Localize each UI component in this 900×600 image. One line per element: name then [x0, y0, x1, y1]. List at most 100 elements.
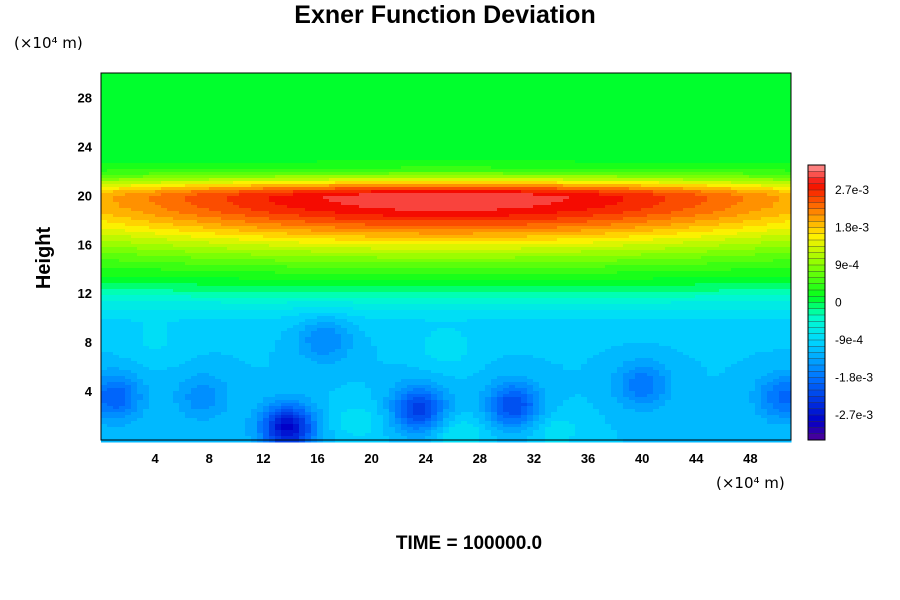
- field-cell: [461, 133, 468, 137]
- field-cell: [149, 175, 156, 179]
- field-cell: [239, 130, 246, 134]
- field-cell: [641, 175, 648, 179]
- field-cell: [107, 193, 114, 197]
- field-cell: [323, 160, 330, 164]
- field-cell: [239, 202, 246, 206]
- field-cell: [317, 76, 324, 80]
- field-cell: [497, 103, 504, 107]
- field-cell: [587, 190, 594, 194]
- field-cell: [593, 169, 600, 173]
- field-cell: [659, 130, 666, 134]
- field-cell: [647, 91, 654, 95]
- field-cell: [233, 202, 240, 206]
- field-cell: [323, 154, 330, 158]
- field-cell: [203, 154, 210, 158]
- field-cell: [251, 151, 258, 155]
- field-cell: [593, 118, 600, 122]
- field-cell: [347, 76, 354, 80]
- field-cell: [695, 160, 702, 164]
- field-cell: [245, 187, 252, 191]
- field-cell: [677, 97, 684, 101]
- field-cell: [131, 97, 138, 101]
- field-cell: [485, 136, 492, 140]
- field-cell: [479, 121, 486, 125]
- field-cell: [605, 136, 612, 140]
- field-cell: [107, 136, 114, 140]
- field-cell: [761, 79, 768, 83]
- field-cell: [665, 139, 672, 143]
- field-cell: [479, 139, 486, 143]
- field-cell: [659, 184, 666, 188]
- field-cell: [281, 76, 288, 80]
- field-cell: [221, 130, 228, 134]
- field-cell: [485, 73, 492, 77]
- field-cell: [113, 151, 120, 155]
- field-cell: [425, 133, 432, 137]
- field-cell: [143, 154, 150, 158]
- field-cell: [647, 163, 654, 167]
- field-cell: [101, 160, 108, 164]
- field-cell: [329, 148, 336, 152]
- field-cell: [731, 85, 738, 89]
- field-cell: [713, 124, 720, 128]
- field-cell: [509, 82, 516, 86]
- field-cell: [683, 106, 690, 110]
- field-cell: [587, 85, 594, 89]
- field-cell: [113, 79, 120, 83]
- field-cell: [179, 88, 186, 92]
- field-cell: [443, 130, 450, 134]
- field-cell: [407, 190, 414, 194]
- field-cell: [659, 115, 666, 119]
- field-cell: [281, 193, 288, 197]
- field-cell: [581, 127, 588, 131]
- field-cell: [263, 76, 270, 80]
- field-cell: [545, 187, 552, 191]
- field-cell: [299, 163, 306, 167]
- field-cell: [287, 112, 294, 116]
- field-cell: [623, 121, 630, 125]
- field-cell: [653, 193, 660, 197]
- field-cell: [575, 133, 582, 137]
- field-cell: [197, 139, 204, 143]
- field-cell: [551, 181, 558, 185]
- field-cell: [701, 79, 708, 83]
- field-cell: [287, 199, 294, 203]
- field-cell: [245, 148, 252, 152]
- field-cell: [161, 154, 168, 158]
- field-cell: [251, 115, 258, 119]
- field-cell: [173, 142, 180, 146]
- field-cell: [371, 79, 378, 83]
- field-cell: [299, 103, 306, 107]
- field-cell: [599, 100, 606, 104]
- field-cell: [125, 106, 132, 110]
- field-cell: [299, 193, 306, 197]
- field-cell: [599, 76, 606, 80]
- field-cell: [407, 172, 414, 176]
- field-cell: [695, 157, 702, 161]
- y-axis-label: Height: [33, 227, 55, 290]
- field-cell: [221, 172, 228, 176]
- field-cell: [311, 73, 318, 77]
- field-cell: [155, 109, 162, 113]
- field-cell: [617, 142, 624, 146]
- field-cell: [155, 73, 162, 77]
- field-cell: [137, 139, 144, 143]
- field-cell: [647, 109, 654, 113]
- field-cell: [515, 100, 522, 104]
- field-cell: [389, 106, 396, 110]
- field-cell: [563, 163, 570, 167]
- field-cell: [737, 151, 744, 155]
- field-cell: [137, 88, 144, 92]
- field-cell: [101, 190, 108, 194]
- field-cell: [485, 79, 492, 83]
- field-cell: [203, 124, 210, 128]
- field-cell: [725, 190, 732, 194]
- field-cell: [437, 94, 444, 98]
- field-cell: [173, 136, 180, 140]
- field-cell: [497, 175, 504, 179]
- field-cell: [467, 178, 474, 182]
- field-cell: [401, 166, 408, 170]
- field-cell: [185, 139, 192, 143]
- field-cell: [185, 193, 192, 197]
- field-cell: [221, 196, 228, 200]
